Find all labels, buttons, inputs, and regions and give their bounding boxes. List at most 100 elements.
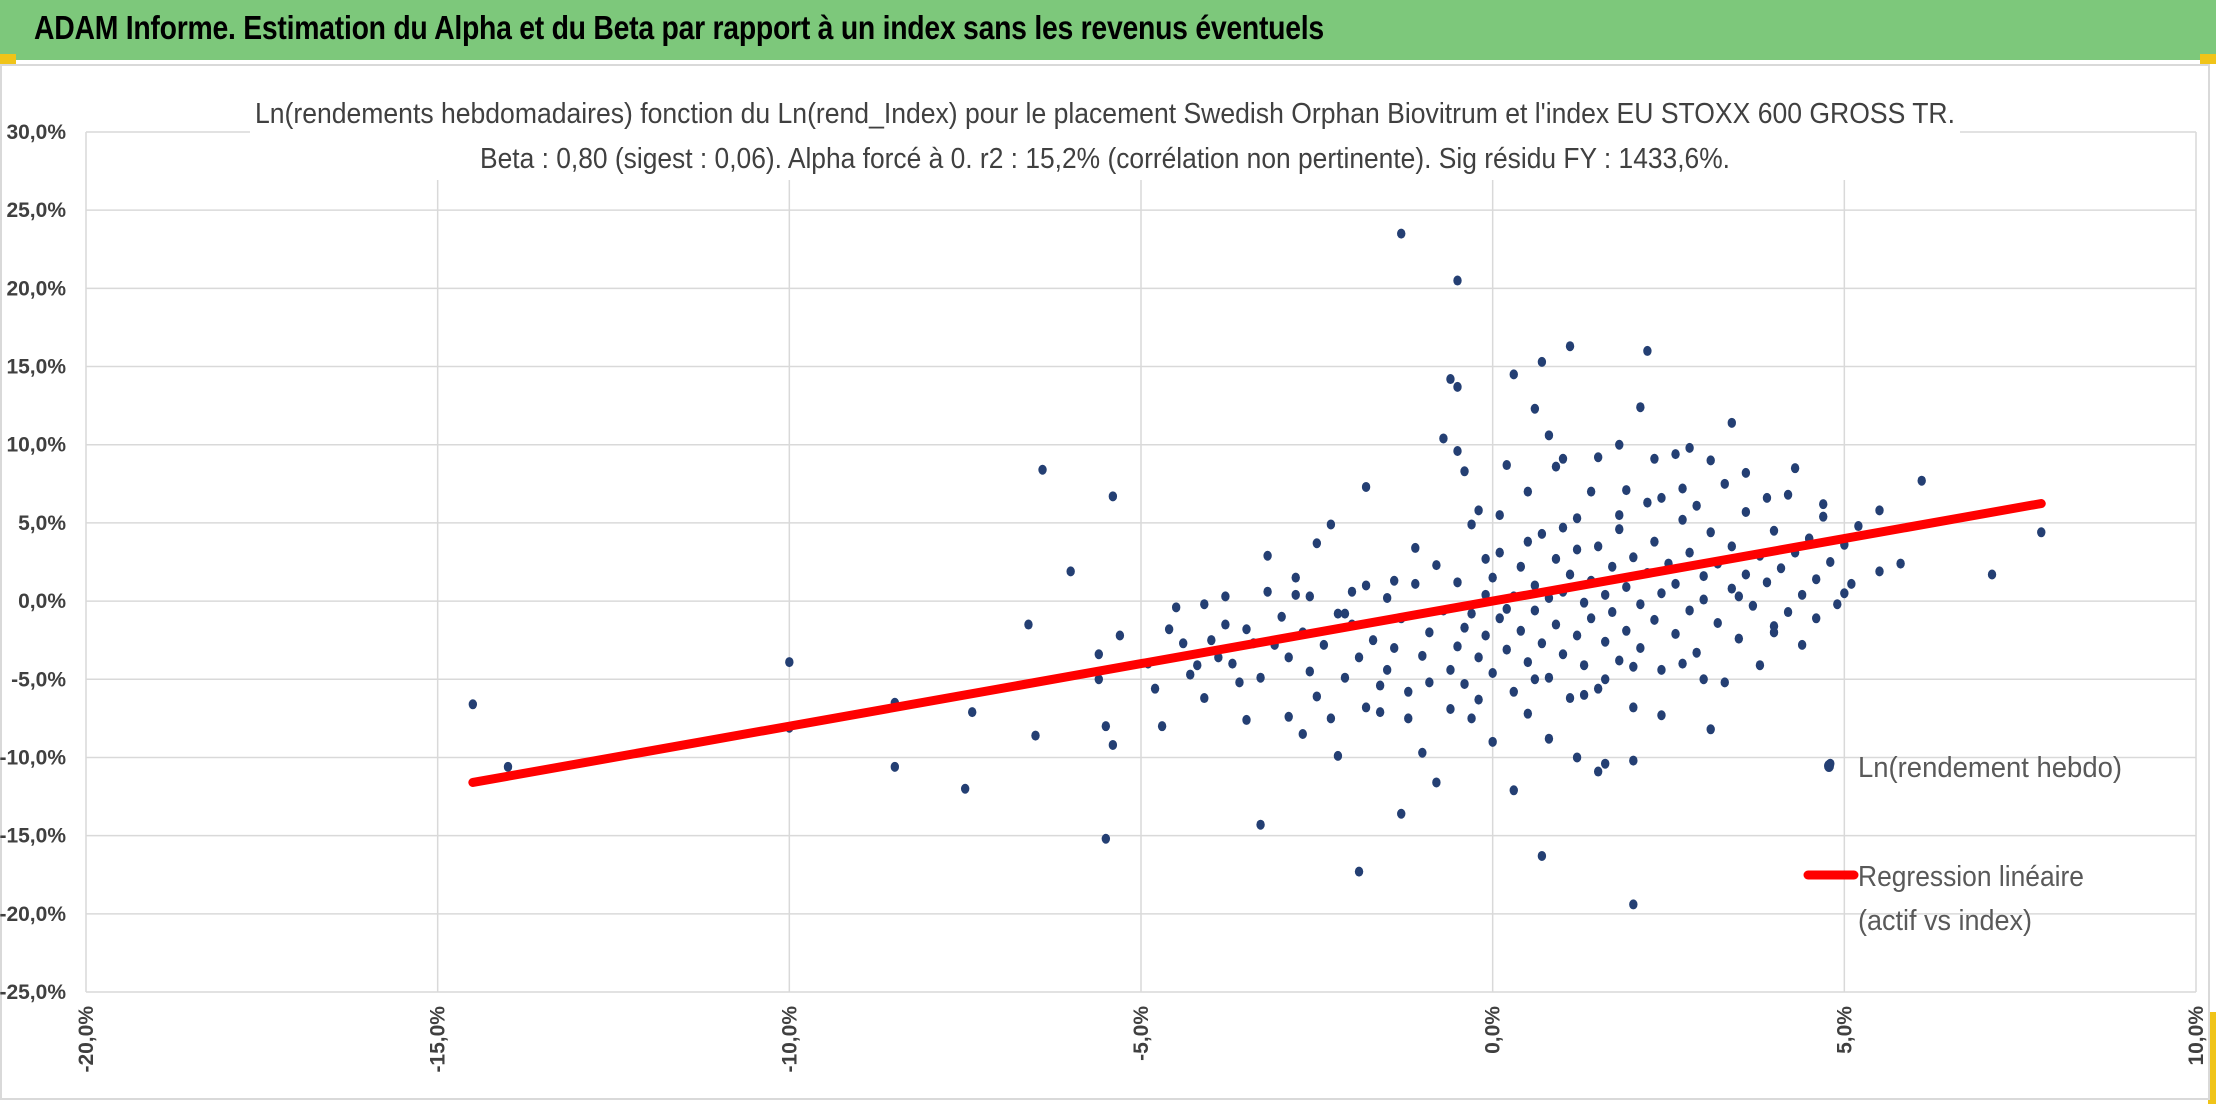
data-point — [1530, 605, 1540, 616]
data-point — [1650, 536, 1659, 547]
data-point — [1741, 569, 1751, 580]
data-point — [1692, 500, 1701, 511]
chart-title: Ln(rendements hebdomadaires) fonction du… — [250, 88, 1960, 180]
chart-area — [0, 64, 2210, 1100]
data-point — [1516, 561, 1526, 572]
data-point — [1453, 381, 1462, 392]
data-point — [1467, 713, 1476, 724]
data-point — [1453, 275, 1462, 286]
data-point — [1847, 578, 1856, 589]
data-point — [468, 699, 478, 710]
data-point — [1256, 819, 1265, 830]
data-point — [1769, 627, 1779, 638]
data-point — [1537, 528, 1547, 539]
data-point — [1523, 708, 1533, 719]
data-point — [1762, 577, 1772, 588]
x-tick-label: 5,0% — [1833, 1006, 1856, 1054]
data-point — [1509, 785, 1518, 796]
data-point — [1495, 510, 1504, 521]
data-point — [1896, 558, 1905, 569]
data-point — [1643, 345, 1652, 356]
data-point — [1488, 572, 1497, 583]
data-point — [1495, 613, 1504, 624]
data-point — [1284, 652, 1293, 663]
data-point — [1277, 611, 1286, 622]
data-point — [1692, 647, 1701, 658]
data-point — [1397, 228, 1406, 239]
y-tick-label: -25,0% — [0, 981, 66, 1004]
y-tick-label: -5,0% — [11, 668, 66, 691]
scatter-points — [468, 228, 2046, 910]
data-point — [1572, 513, 1582, 524]
y-tick-label: 20,0% — [6, 277, 66, 300]
data-point — [1643, 497, 1652, 508]
data-point — [1558, 453, 1568, 464]
data-point — [1615, 524, 1624, 535]
data-point — [1101, 833, 1111, 844]
x-tick-label: -10,0% — [778, 1006, 801, 1073]
data-point — [1439, 433, 1448, 444]
data-point — [1214, 652, 1223, 663]
x-tick-label: -20,0% — [75, 1006, 98, 1073]
data-point — [1235, 677, 1244, 688]
data-point — [890, 761, 900, 772]
data-point — [1678, 514, 1687, 525]
data-point — [1854, 521, 1863, 532]
data-point — [1263, 586, 1272, 597]
data-point — [1354, 866, 1364, 877]
data-point — [1509, 686, 1518, 697]
legend-scatter-marker — [1824, 760, 1834, 772]
data-point — [1537, 850, 1547, 861]
data-point — [1150, 683, 1160, 694]
data-point — [1460, 678, 1469, 689]
data-point — [1242, 624, 1251, 635]
data-point — [1706, 724, 1715, 735]
data-point — [1734, 633, 1744, 644]
data-point — [1537, 638, 1547, 649]
data-point — [1593, 683, 1603, 694]
data-point — [1474, 505, 1483, 516]
regression-line-group — [468, 499, 2046, 787]
data-point — [1516, 625, 1526, 636]
data-point — [1354, 652, 1364, 663]
data-point — [1615, 510, 1624, 521]
data-point — [1200, 599, 1209, 610]
data-point — [1579, 597, 1589, 608]
data-point — [1094, 674, 1104, 685]
data-point — [1375, 707, 1385, 718]
data-point — [1833, 599, 1842, 610]
data-point — [1038, 464, 1047, 475]
data-point — [1157, 721, 1167, 732]
data-point — [1657, 664, 1666, 675]
data-point — [1840, 588, 1849, 599]
data-point — [1720, 478, 1729, 489]
data-point — [1467, 608, 1476, 619]
data-point — [1446, 703, 1455, 714]
data-point — [1460, 622, 1469, 633]
data-point — [1601, 674, 1610, 685]
data-point — [1390, 575, 1399, 586]
data-point — [1432, 777, 1441, 788]
report-header-bar: ADAM Informe. Estimation du Alpha et du … — [0, 0, 2216, 60]
data-point — [1291, 589, 1300, 600]
data-point — [1101, 721, 1111, 732]
data-point — [1783, 607, 1793, 618]
y-tick-label: 30,0% — [6, 121, 66, 144]
y-tick-label: 5,0% — [18, 512, 66, 535]
y-tick-label: -20,0% — [0, 903, 66, 926]
data-point — [1629, 702, 1638, 713]
data-point — [785, 657, 794, 668]
data-point — [1572, 630, 1582, 641]
data-point — [1453, 577, 1462, 588]
data-point — [1586, 613, 1596, 624]
data-point — [1108, 491, 1118, 502]
data-point — [1319, 639, 1329, 650]
data-point — [1544, 672, 1554, 683]
data-point — [1298, 729, 1307, 739]
data-point — [1797, 639, 1807, 650]
data-point — [1636, 599, 1645, 610]
y-tick-label: 0,0% — [18, 590, 66, 613]
data-point — [1629, 755, 1638, 766]
